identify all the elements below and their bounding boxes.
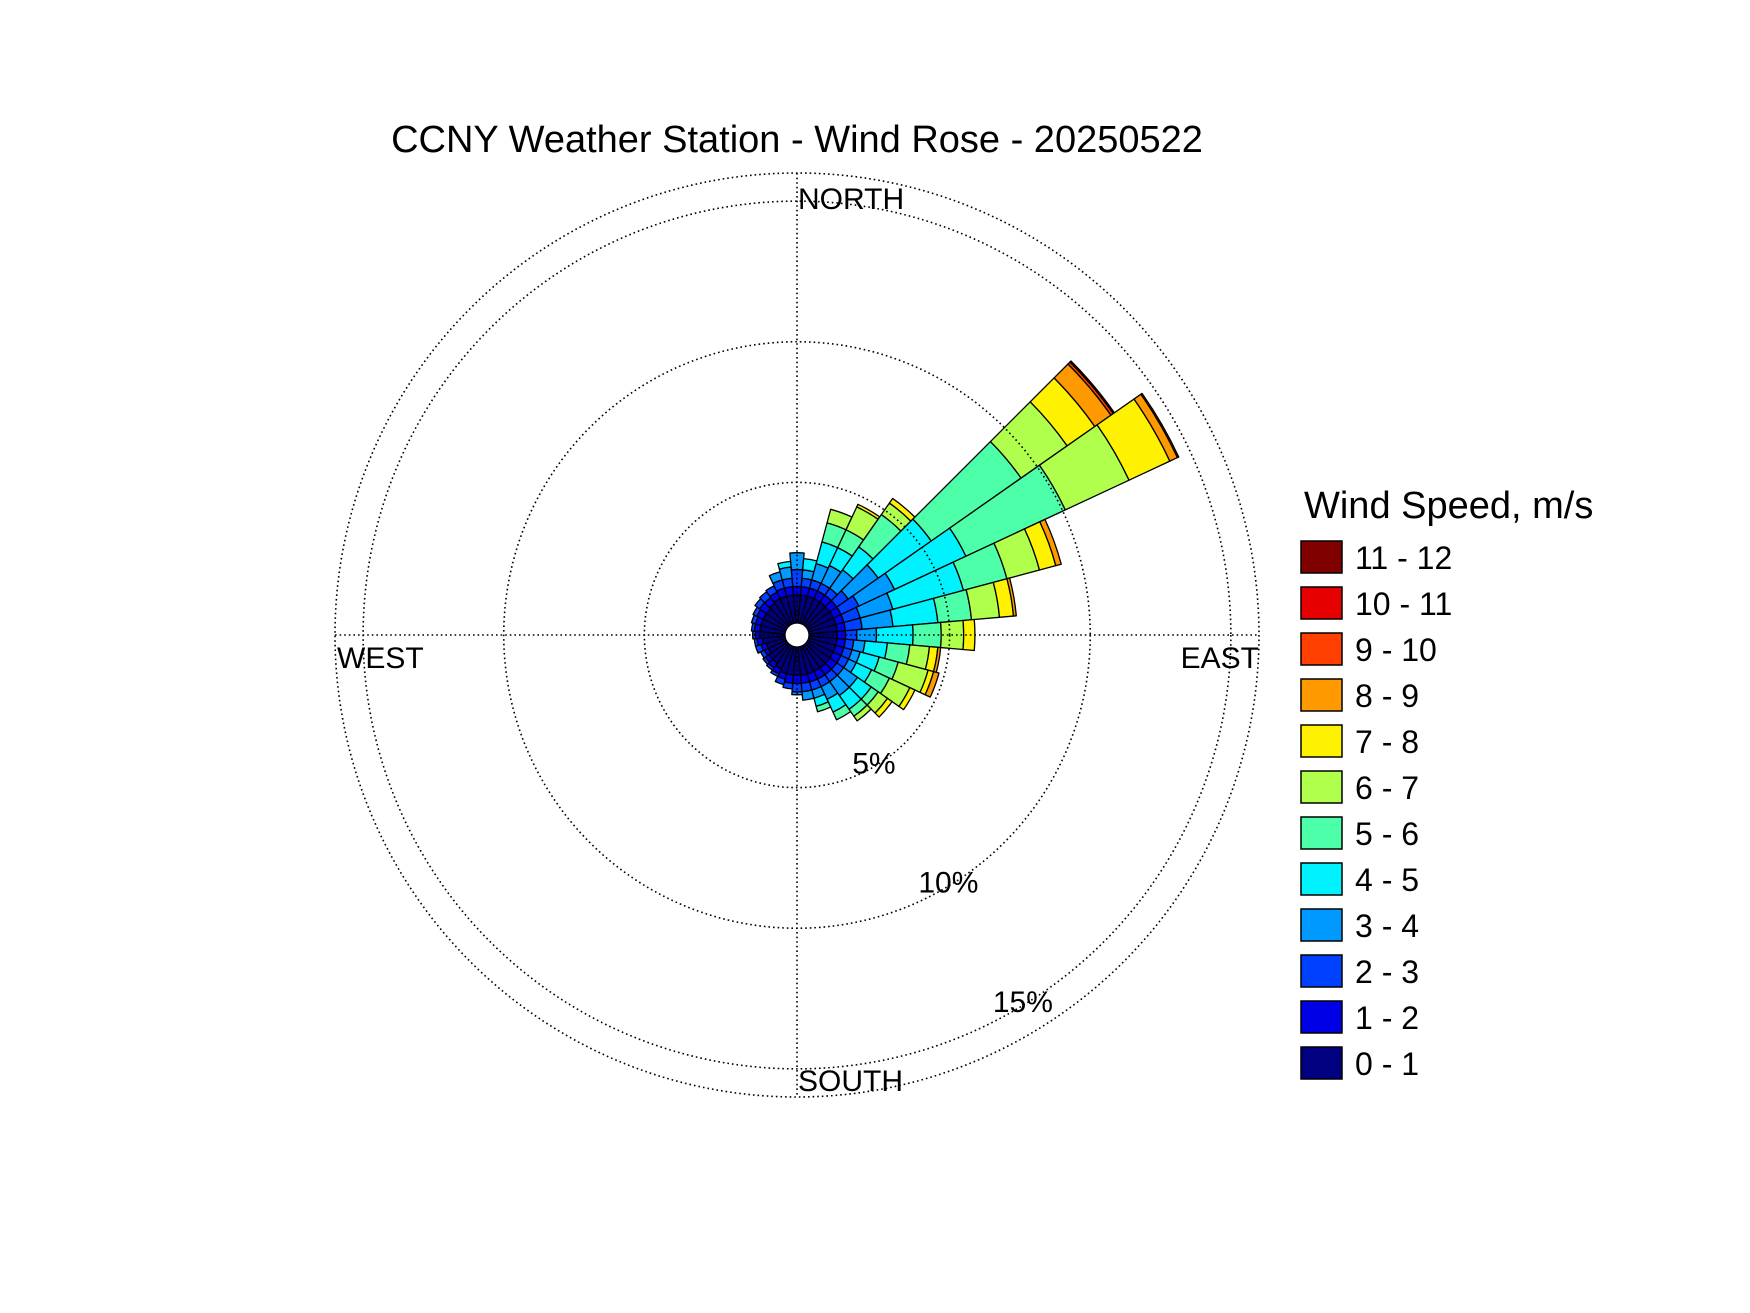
legend-swatch — [1300, 770, 1343, 804]
legend-label: 6 - 7 — [1355, 770, 1419, 806]
wind-sector-170-bin-3 — [801, 689, 815, 701]
wind-sector-160-bin-5 — [815, 701, 832, 713]
chart-title: CCNY Weather Station - Wind Rose - 20250… — [391, 119, 1203, 161]
legend-label: 9 - 10 — [1355, 632, 1437, 668]
wind-rose-petals — [750, 360, 1180, 722]
center-hole — [784, 622, 810, 648]
legend-swatch — [1300, 540, 1343, 574]
wind-sector-200-bin-2 — [774, 675, 786, 686]
legend-label: 1 - 2 — [1355, 1000, 1419, 1036]
east-label: EAST — [1181, 642, 1259, 675]
legend: 11 - 12 10 - 11 9 - 10 8 - 9 7 - 8 6 - 7 5 - 6… — [1300, 540, 1452, 1082]
legend-label: 0 - 1 — [1355, 1046, 1419, 1082]
ring-label-15: 15% — [993, 986, 1053, 1019]
legend-swatch — [1300, 1046, 1343, 1080]
wind-sector-130-bin-7 — [874, 697, 893, 718]
legend-swatch — [1300, 862, 1343, 896]
wind-sector-260-bin-2 — [753, 637, 759, 647]
wind-sector-0-bin-3 — [789, 552, 805, 571]
legend-swatch — [1300, 816, 1343, 850]
legend-label: 11 - 12 — [1355, 540, 1452, 576]
wind-sector-80-bin-8 — [1006, 577, 1017, 617]
legend-label: 4 - 5 — [1355, 862, 1419, 898]
wind-sector-70-bin-8 — [1039, 518, 1062, 567]
legend-title: Wind Speed, m/s — [1304, 485, 1593, 527]
legend-label: 10 - 11 — [1355, 586, 1452, 622]
wind-sector-230-bin-2 — [762, 656, 771, 666]
wind-sector-90-bin-7 — [962, 618, 976, 652]
legend-label: 3 - 4 — [1355, 908, 1419, 944]
south-label: SOUTH — [798, 1065, 903, 1098]
wind-sector-350-bin-4 — [777, 560, 792, 570]
west-label: WEST — [337, 642, 424, 675]
polar-grid — [334, 172, 1260, 1098]
legend-swatch — [1300, 632, 1343, 666]
legend-swatch — [1300, 954, 1343, 988]
legend-label: 8 - 9 — [1355, 678, 1419, 714]
legend-swatch — [1300, 586, 1343, 620]
wind-sector-120-bin-7 — [898, 686, 916, 711]
legend-label: 5 - 6 — [1355, 816, 1419, 852]
legend-swatch — [1300, 724, 1343, 758]
wind-sector-190-bin-2 — [782, 681, 794, 690]
ring-label-10: 10% — [918, 867, 978, 900]
ring-label-5: 5% — [852, 747, 895, 780]
wind-sector-60-bin-9 — [1140, 392, 1180, 459]
legend-label: 7 - 8 — [1355, 724, 1419, 760]
legend-label: 2 - 3 — [1355, 954, 1419, 990]
ring-labels: 5% 10% 15% — [852, 747, 1053, 1019]
wind-sector-140-bin-6 — [853, 704, 872, 722]
north-label: NORTH — [798, 183, 904, 216]
legend-swatch — [1300, 1000, 1343, 1034]
wind-sector-150-bin-5 — [832, 704, 852, 721]
legend-swatch — [1300, 908, 1343, 942]
wind-sector-220-bin-2 — [765, 662, 775, 671]
wind-sector-90-bin-5 — [911, 621, 942, 649]
legend-swatch — [1300, 678, 1343, 712]
wind-sector-110-bin-8 — [924, 670, 940, 698]
wind-sector-210-bin-2 — [770, 669, 780, 678]
